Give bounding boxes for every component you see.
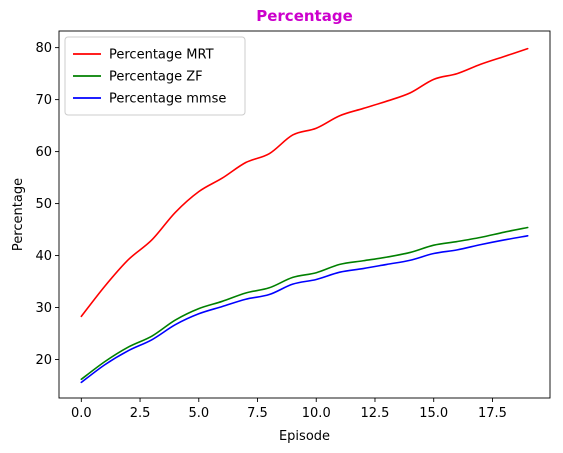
y-tick-label: 40	[35, 249, 52, 264]
x-tick-label: 17.5	[478, 406, 507, 421]
legend-label-0: Percentage MRT	[109, 48, 214, 63]
legend: Percentage MRT Percentage ZF Percentage mm…	[64, 36, 246, 116]
x-tick-label: 2.5	[130, 406, 151, 421]
x-tick-label: 5.0	[188, 406, 209, 421]
y-tick-label: 80	[35, 41, 52, 56]
x-tick-label: 10.0	[302, 406, 331, 421]
y-tick-label: 20	[35, 353, 52, 368]
axes-frame	[58, 30, 551, 399]
y-axis: 20 30 40 50 60 70 80	[35, 41, 59, 368]
x-tick-label: 7.5	[247, 406, 268, 421]
x-tick-label: 15.0	[419, 406, 448, 421]
y-tick-label: 70	[35, 93, 52, 108]
y-tick-label: 50	[35, 197, 52, 212]
x-axis-label: Episode	[279, 429, 330, 444]
plot-area	[58, 30, 551, 399]
series-line-1	[80, 226, 529, 381]
series-line-0	[80, 47, 529, 318]
legend-label-1: Percentage ZF	[109, 70, 203, 85]
chart-title: Percentage	[256, 7, 353, 25]
series-line-2	[80, 235, 529, 384]
legend-label-2: Percentage mmse	[109, 92, 226, 107]
y-tick-label: 60	[35, 145, 52, 160]
y-axis-label: Percentage	[11, 178, 26, 251]
y-tick-label: 30	[35, 301, 52, 316]
x-tick-label: 0.0	[71, 406, 92, 421]
x-tick-label: 12.5	[361, 406, 390, 421]
legend-box	[64, 36, 246, 116]
x-axis: 0.0 2.5 5.0 7.5 10.0 12.5 15.0 17.5	[71, 398, 507, 421]
